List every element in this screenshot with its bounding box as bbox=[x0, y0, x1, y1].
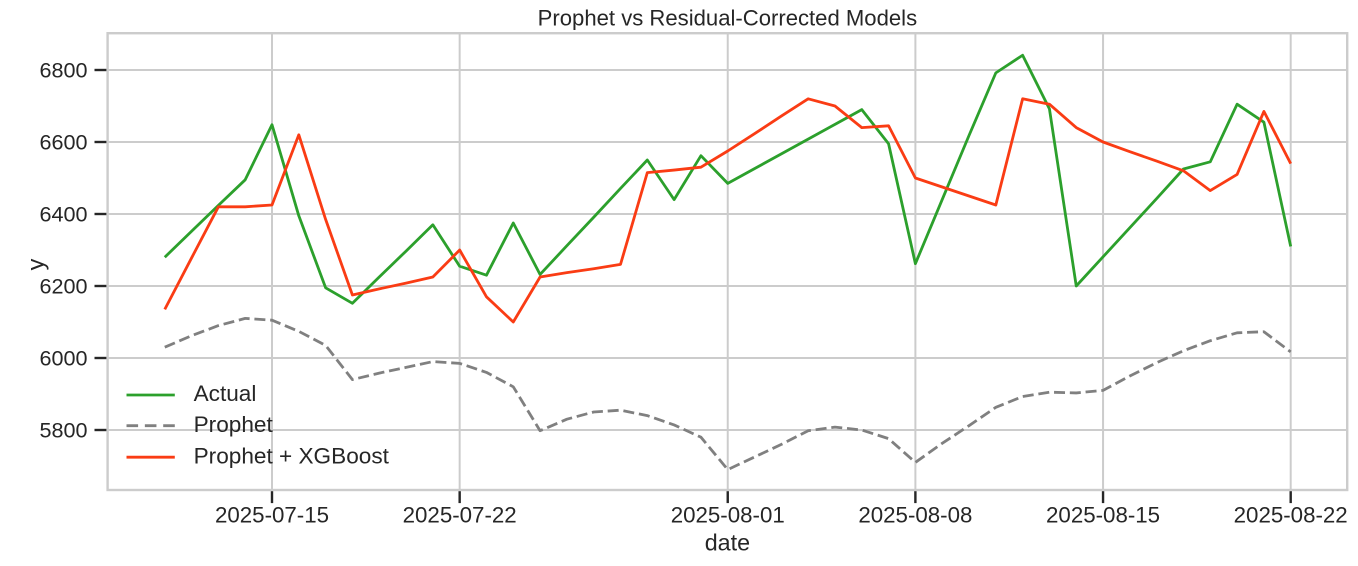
svg-text:date: date bbox=[705, 530, 750, 556]
svg-text:2025-08-22: 2025-08-22 bbox=[1234, 503, 1348, 528]
svg-text:y: y bbox=[23, 258, 49, 270]
svg-text:6600: 6600 bbox=[39, 130, 87, 155]
svg-text:Prophet + XGBoost: Prophet + XGBoost bbox=[194, 443, 390, 468]
svg-text:6000: 6000 bbox=[39, 346, 87, 371]
svg-text:2025-07-22: 2025-07-22 bbox=[403, 503, 517, 528]
svg-text:2025-08-15: 2025-08-15 bbox=[1046, 503, 1160, 528]
svg-text:6800: 6800 bbox=[39, 58, 87, 83]
svg-text:2025-07-15: 2025-07-15 bbox=[215, 503, 329, 528]
svg-text:2025-08-01: 2025-08-01 bbox=[671, 503, 785, 528]
svg-text:2025-08-08: 2025-08-08 bbox=[858, 503, 972, 528]
svg-text:6200: 6200 bbox=[39, 274, 87, 299]
svg-text:Actual: Actual bbox=[194, 381, 257, 406]
svg-text:5800: 5800 bbox=[39, 418, 87, 443]
svg-text:Prophet: Prophet bbox=[194, 412, 274, 437]
svg-text:6400: 6400 bbox=[39, 202, 87, 227]
svg-text:Prophet vs Residual-Corrected: Prophet vs Residual-Corrected Models bbox=[538, 6, 917, 31]
